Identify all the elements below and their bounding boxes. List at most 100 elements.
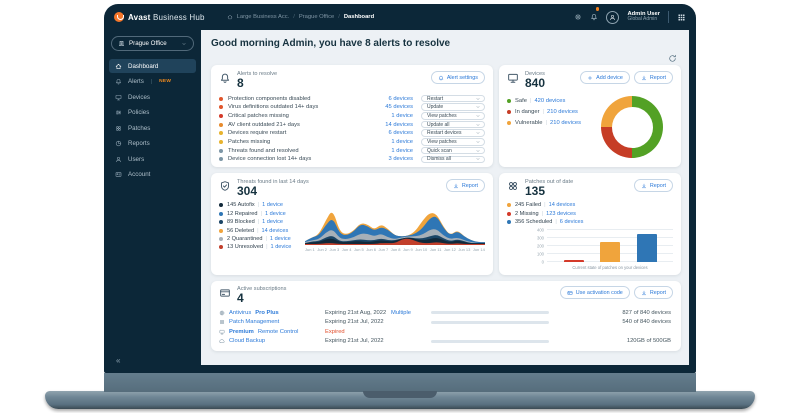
settings-icon[interactable] (574, 13, 582, 21)
sidebar-item-users[interactable]: Users (109, 152, 196, 166)
use-activation-code-button[interactable]: Use activation code (559, 286, 630, 299)
alert-severity-icon (219, 139, 223, 144)
patches-icon (219, 319, 225, 325)
subscription-name-link[interactable]: Premium Remote Control (219, 329, 325, 335)
breadcrumb: Large Business Acc. / Prague Office / Dashbo… (227, 14, 374, 20)
apps-grid-icon[interactable] (677, 13, 686, 22)
breadcrumb-item[interactable]: Prague Office (298, 14, 335, 20)
alert-action-label: Restart devices (427, 130, 462, 137)
legend-dot (507, 109, 511, 114)
user-role: Global Admin (627, 16, 658, 23)
x-tick-label: Jun 1 (305, 247, 315, 253)
x-tick-label: Jun 2 (317, 247, 328, 253)
alert-action-dropdown[interactable]: View patches (421, 138, 485, 146)
notifications-button[interactable] (590, 7, 600, 26)
laptop-notch (363, 391, 437, 398)
breadcrumb-item[interactable]: Large Business Acc. (236, 14, 290, 20)
sidebar-collapse-button[interactable]: « (116, 356, 121, 365)
sidebar-item-policies[interactable]: Policies (109, 106, 196, 120)
threats-report-button[interactable]: Report (445, 179, 485, 192)
legend-label: 2 Missing (515, 210, 539, 217)
alert-action-dropdown[interactable]: Dismiss all (421, 155, 485, 164)
patches-chart-caption: Current state of patches on your devices (572, 265, 648, 270)
legend-devices-link[interactable]: 14 devices (548, 202, 576, 209)
legend-dot (507, 98, 511, 103)
sidebar-item-label: Devices (128, 93, 151, 101)
legend-devices-link[interactable]: 1 device (262, 219, 283, 226)
alert-action-dropdown[interactable]: Update all (421, 120, 485, 129)
user-menu[interactable]: Admin User Global Admin (627, 11, 660, 23)
sidebar-item-account[interactable]: Account (109, 168, 196, 182)
patches-card: Patches out of date 135 Report 245 Faile… (499, 173, 681, 275)
org-selector[interactable]: Prague Office (111, 36, 194, 51)
alert-action-label: View patches (427, 138, 457, 145)
sidebar-item-patches[interactable]: Patches (109, 121, 196, 135)
subscription-name-part: Premium (229, 328, 254, 335)
alert-devices-link[interactable]: 45 devices (385, 104, 413, 111)
patches-report-button[interactable]: Report (633, 179, 673, 192)
alert-devices-link[interactable]: 14 devices (385, 121, 413, 128)
notification-dot (595, 7, 600, 11)
y-tick-label: 100 (537, 251, 544, 257)
legend-devices-link[interactable]: 1 device (269, 235, 291, 242)
user-icon (115, 156, 122, 163)
legend-dot (507, 220, 511, 225)
alert-settings-button[interactable]: Alert settings (430, 71, 485, 84)
sidebar-item-dashboard[interactable]: Dashboard (109, 59, 196, 73)
threats-legend: 145 Autofix | 1 device 12 Repaired | 1 device… (219, 201, 305, 252)
threats-legend-item: 89 Blocked | 1 device (219, 218, 305, 226)
subscription-name-link[interactable]: Antivirus Pro Plus (219, 310, 325, 316)
legend-devices-link[interactable]: 420 devices (534, 97, 566, 104)
alert-row: Critical patches missing 1 device View pat… (219, 112, 485, 121)
sidebar-item-alerts[interactable]: Alerts | NEW (109, 75, 196, 89)
patches-bar-chart: 0 100 200 300 400 Current state of patches o… (531, 228, 673, 270)
add-device-button[interactable]: Add device (580, 71, 630, 84)
alert-severity-icon (219, 131, 223, 136)
subscriptions-report-button[interactable]: Report (633, 286, 673, 299)
devices-card: Devices 840 Add device Report (499, 65, 681, 167)
devices-report-button[interactable]: Report (633, 71, 673, 84)
subscription-name-link[interactable]: Patch Management (219, 319, 325, 325)
legend-devices-link[interactable]: 210 devices (550, 119, 581, 126)
alert-action-dropdown[interactable]: Restart (421, 94, 485, 103)
legend-divider: | (544, 202, 546, 209)
sidebar-item-devices[interactable]: Devices (109, 90, 196, 104)
subscription-usage-text: 120GB of 500GB (626, 338, 671, 345)
legend-devices-link[interactable]: 1 device (264, 210, 286, 217)
alert-devices-link[interactable]: 1 device (391, 138, 413, 145)
alert-devices-link[interactable]: 1 device (391, 112, 413, 119)
legend-devices-link[interactable]: 123 devices (546, 210, 576, 217)
alert-action-dropdown[interactable]: Quick scan (421, 146, 485, 155)
legend-label: 89 Blocked (227, 219, 255, 226)
alert-action-dropdown[interactable]: Restart devices (421, 129, 485, 138)
devices-legend-item: In danger | 210 devices (507, 106, 601, 117)
refresh-icon[interactable] (668, 54, 677, 63)
legend-divider: | (265, 235, 267, 242)
legend-divider: | (260, 210, 262, 217)
alert-devices-link[interactable]: 1 device (391, 147, 413, 154)
avatar[interactable] (606, 10, 620, 24)
alert-action-dropdown[interactable]: View patches (421, 112, 485, 120)
legend-devices-link[interactable]: 1 device (270, 244, 292, 251)
alert-devices-link[interactable]: 6 devices (388, 95, 414, 102)
subscription-name-link[interactable]: Cloud Backup (219, 338, 325, 344)
devices-card-title: Devices (525, 71, 545, 77)
legend-devices-link[interactable]: 14 devices (261, 227, 289, 234)
subscription-multiple-link[interactable]: Multiple (391, 309, 411, 316)
legend-devices-link[interactable]: 1 device (262, 202, 283, 209)
alert-action-dropdown[interactable]: Update (421, 103, 485, 112)
bar-group (547, 230, 673, 262)
patches-icon (115, 125, 122, 132)
legend-devices-link[interactable]: 210 devices (547, 108, 578, 115)
y-tick-label: 200 (537, 243, 544, 249)
subscription-usage-text: 827 of 840 devices (622, 309, 671, 316)
sidebar-item-reports[interactable]: Reports (109, 137, 196, 151)
legend-devices-link[interactable]: 6 devices (559, 219, 584, 226)
card-icon (567, 290, 573, 296)
legend-dot (507, 203, 511, 208)
alert-devices-link[interactable]: 3 devices (388, 156, 414, 163)
alert-devices-link[interactable]: 6 devices (388, 130, 414, 137)
alerts-count: 8 (237, 76, 244, 90)
breadcrumb-item[interactable]: Dashboard (343, 14, 375, 20)
alert-label: Virus definitions outdated 14+ days (228, 104, 319, 111)
